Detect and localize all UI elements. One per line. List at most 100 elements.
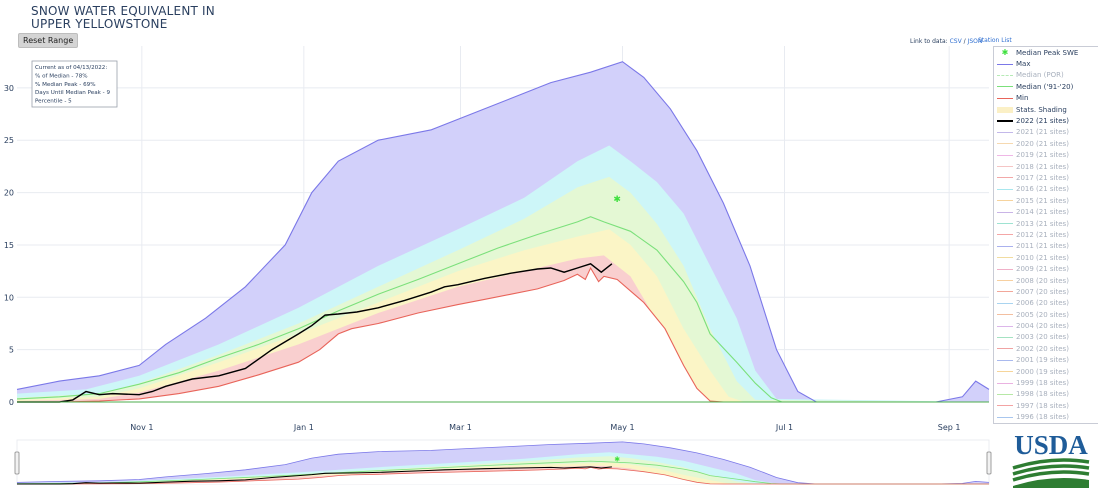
legend-item[interactable]: ✱ Median Peak SWE	[994, 47, 1098, 58]
legend-label: Min	[1016, 94, 1029, 103]
legend-item[interactable]: 2009 (21 sites)	[994, 263, 1098, 274]
min-line	[17, 266, 989, 403]
legend-item[interactable]: 2010 (21 sites)	[994, 252, 1098, 263]
range-slider-handle[interactable]	[14, 451, 20, 475]
legend-item[interactable]: 1999 (18 sites)	[994, 377, 1098, 388]
info-box-line: Days Until Median Peak - 9	[35, 90, 110, 96]
x-tick-label: Jul 1	[775, 423, 793, 432]
legend-symbol	[994, 197, 1016, 205]
legend-label: 2006 (20 sites)	[1016, 299, 1069, 308]
usda-logo-text: USDA	[1014, 430, 1088, 460]
legend-item[interactable]: Max	[994, 58, 1098, 69]
legend-item[interactable]: 2020 (21 sites)	[994, 138, 1098, 149]
main-plot: ✱	[16, 61, 990, 403]
legend-item[interactable]: 1996 (18 sites)	[994, 412, 1098, 423]
legend-item[interactable]: Stats. Shading	[994, 104, 1098, 115]
csv-link[interactable]: CSV	[949, 38, 962, 45]
legend-label: 2013 (21 sites)	[1016, 219, 1069, 228]
legend-item[interactable]: 1997 (18 sites)	[994, 400, 1098, 411]
legend-label: Stats. Shading	[1016, 105, 1067, 114]
legend-label: 1996 (18 sites)	[1016, 413, 1069, 422]
legend-symbol	[994, 220, 1016, 228]
legend-label: Median Peak SWE	[1016, 48, 1079, 57]
legend-item[interactable]: 2002 (20 sites)	[994, 343, 1098, 354]
legend-item[interactable]: 1998 (18 sites)	[994, 389, 1098, 400]
legend-label: 2009 (21 sites)	[1016, 265, 1069, 274]
legend-item[interactable]: Median ('91-'20)	[994, 81, 1098, 92]
legend-label: 2007 (20 sites)	[1016, 287, 1069, 296]
legend-item[interactable]: 2013 (21 sites)	[994, 218, 1098, 229]
legend-label: 2019 (21 sites)	[1016, 151, 1069, 160]
legend-symbol	[994, 390, 1016, 398]
legend-item[interactable]: 2007 (20 sites)	[994, 286, 1098, 297]
legend-item[interactable]: 2005 (20 sites)	[994, 309, 1098, 320]
legend-item[interactable]: 2008 (20 sites)	[994, 275, 1098, 286]
info-box	[31, 60, 118, 108]
legend-symbol	[994, 94, 1016, 102]
y-tick-label: 20	[4, 189, 14, 198]
link-separator: /	[961, 38, 968, 45]
current-year-line	[17, 263, 613, 403]
legend-item[interactable]: 2022 (21 sites)	[994, 115, 1098, 126]
legend-label: 2005 (20 sites)	[1016, 310, 1069, 319]
legend-item[interactable]: 2012 (21 sites)	[994, 229, 1098, 240]
below-min-area	[17, 268, 989, 402]
legend-item[interactable]: 2006 (20 sites)	[994, 298, 1098, 309]
legend-symbol	[994, 174, 1016, 182]
chart-legend: ✱ Median Peak SWE Max Median (POR) Median ('…	[993, 46, 1098, 424]
legend-item[interactable]: 2011 (21 sites)	[994, 241, 1098, 252]
legend-label: 2000 (19 sites)	[1016, 367, 1069, 376]
y-tick-label: 5	[9, 346, 14, 355]
legend-label: 2001 (19 sites)	[1016, 356, 1069, 365]
legend-item[interactable]: 2018 (21 sites)	[994, 161, 1098, 172]
legend-symbol	[994, 71, 1016, 79]
legend-item[interactable]: 2004 (20 sites)	[994, 320, 1098, 331]
range-slider-handle[interactable]	[986, 451, 992, 475]
current-year-line	[17, 466, 612, 485]
station-list-link[interactable]: Station List	[978, 37, 1012, 44]
legend-item[interactable]: 2017 (21 sites)	[994, 172, 1098, 183]
data-links: Link to data: CSV / JSON	[910, 38, 982, 45]
legend-item[interactable]: 2000 (19 sites)	[994, 366, 1098, 377]
legend-item[interactable]: Median (POR)	[994, 70, 1098, 81]
json-link[interactable]: JSON	[967, 38, 983, 45]
info-box-line: % of Median - 78%	[35, 73, 88, 79]
x-tick-label: Mar 1	[449, 423, 472, 432]
legend-label: 2022 (21 sites)	[1016, 117, 1069, 126]
legend-label: 2002 (20 sites)	[1016, 344, 1069, 353]
legend-item[interactable]: Min	[994, 93, 1098, 104]
legend-symbol	[994, 128, 1016, 136]
legend-label: 2015 (21 sites)	[1016, 196, 1069, 205]
legend-item[interactable]: 2015 (21 sites)	[994, 195, 1098, 206]
legend-item[interactable]: 2016 (21 sites)	[994, 184, 1098, 195]
max-line	[16, 441, 990, 485]
legend-label: Max	[1016, 60, 1031, 69]
legend-label: 2008 (20 sites)	[1016, 276, 1069, 285]
legend-symbol	[994, 413, 1016, 421]
reset-range-button[interactable]: Reset Range	[18, 33, 79, 48]
legend-symbol	[994, 140, 1016, 148]
legend-item[interactable]: 2003 (20 sites)	[994, 332, 1098, 343]
legend-item[interactable]: 2019 (21 sites)	[994, 150, 1098, 161]
legend-symbol	[994, 379, 1016, 387]
legend-label: 2016 (21 sites)	[1016, 185, 1069, 194]
legend-item[interactable]: 2014 (21 sites)	[994, 206, 1098, 217]
y-tick-label: 10	[4, 293, 14, 302]
legend-item[interactable]: 2021 (21 sites)	[994, 127, 1098, 138]
legend-label: 2014 (21 sites)	[1016, 208, 1069, 217]
info-box-line: Current as of 04/13/2022:	[35, 65, 107, 71]
legend-symbol	[994, 83, 1016, 91]
legend-label: 2011 (21 sites)	[1016, 242, 1069, 251]
legend-symbol	[994, 117, 1016, 125]
range-slider-plot: ✱	[16, 441, 990, 485]
legend-label: 2018 (21 sites)	[1016, 162, 1069, 171]
legend-symbol	[994, 356, 1016, 364]
y-tick-label: 0	[9, 398, 14, 407]
x-tick-label: Jan 1	[293, 423, 314, 432]
legend-item[interactable]: 2001 (19 sites)	[994, 355, 1098, 366]
info-box-line: % Median Peak - 69%	[35, 82, 96, 88]
legend-symbol	[994, 288, 1016, 296]
legend-symbol	[994, 151, 1016, 159]
below-min-area	[17, 467, 989, 484]
legend-symbol	[994, 311, 1016, 319]
